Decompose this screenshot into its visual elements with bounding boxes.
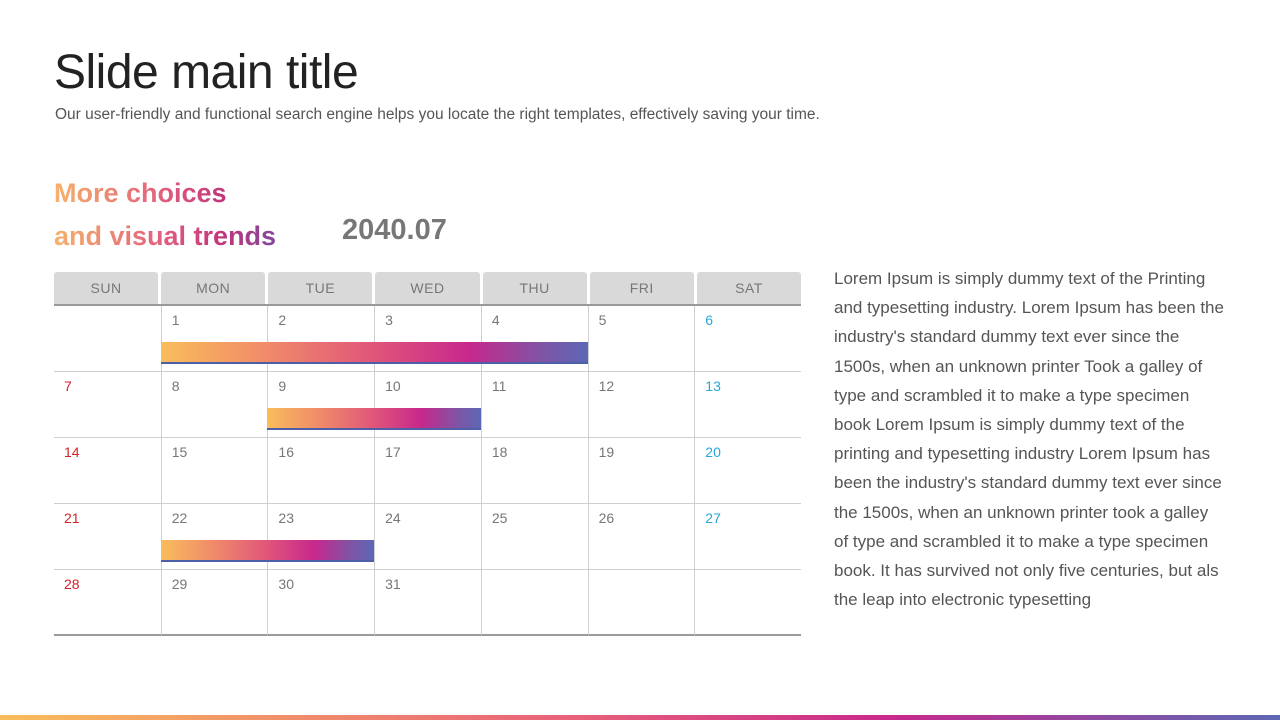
- day-number: 20: [705, 444, 721, 460]
- calendar-day-cell[interactable]: 28: [54, 570, 161, 636]
- day-number: 18: [491, 444, 508, 460]
- calendar-day-cell[interactable]: 7: [54, 372, 161, 438]
- calendar-day-cell[interactable]: 2: [267, 306, 375, 372]
- day-number: 15: [171, 444, 188, 460]
- section-heading-line1: More choices: [54, 178, 227, 208]
- calendar-day-cell[interactable]: 15: [160, 438, 268, 504]
- calendar-day-cell[interactable]: 11: [480, 372, 588, 438]
- day-number: 14: [64, 444, 80, 460]
- calendar-day-cell[interactable]: 24: [374, 504, 481, 570]
- calendar-day-cell[interactable]: 1: [160, 306, 268, 372]
- section-heading-line2: and visual trends: [54, 221, 277, 251]
- calendar-day-cell[interactable]: 20: [694, 438, 801, 504]
- calendar-day-cell[interactable]: 30: [267, 570, 375, 636]
- day-number: 31: [385, 576, 401, 592]
- day-number: 24: [385, 510, 401, 526]
- day-number: 19: [598, 444, 615, 460]
- month-label: 2040.07: [342, 214, 447, 246]
- weekday-sat: SAT: [696, 272, 801, 304]
- calendar-day-cell[interactable]: 4: [480, 306, 588, 372]
- calendar-day-cell[interactable]: 31: [374, 570, 481, 636]
- calendar-day-cell[interactable]: 18: [480, 438, 588, 504]
- day-number: 13: [705, 378, 721, 394]
- calendar-day-cell[interactable]: 6: [694, 306, 801, 372]
- calendar-day-cell[interactable]: 27: [694, 504, 801, 570]
- calendar-day-cell[interactable]: 22: [160, 504, 268, 570]
- calendar: SUN MON TUE WED THU FRI SAT 1 2 3 4 5 6 7 8 9 10 11 12 13 1…: [54, 272, 801, 636]
- calendar-day-cell[interactable]: 3: [374, 306, 481, 372]
- day-number: 21: [64, 510, 80, 526]
- calendar-day-cell[interactable]: 10: [374, 372, 481, 438]
- day-number: 17: [385, 444, 401, 460]
- body-paragraph: Lorem Ipsum is simply dummy text of the …: [834, 269, 1224, 610]
- day-number: 16: [278, 444, 294, 460]
- calendar-day-cell[interactable]: 5: [587, 306, 695, 372]
- calendar-grid: 1 2 3 4 5 6 7 8 9 10 11 12 13 14 15 16 17 18 19 20 21 22 23 24 2…: [54, 306, 801, 636]
- calendar-day-cell[interactable]: [480, 570, 588, 636]
- day-number: 30: [278, 576, 294, 592]
- calendar-day-cell[interactable]: 25: [480, 504, 588, 570]
- day-number: 28: [64, 576, 80, 592]
- calendar-day-cell[interactable]: 17: [374, 438, 481, 504]
- calendar-day-cell[interactable]: 26: [587, 504, 695, 570]
- day-number: 8: [171, 378, 180, 394]
- day-number: 29: [171, 576, 188, 592]
- section-heading: More choices and visual trends: [54, 172, 294, 258]
- calendar-day-cell[interactable]: 14: [54, 438, 161, 504]
- event-bar[interactable]: [160, 540, 375, 562]
- calendar-day-cell[interactable]: [694, 570, 801, 636]
- calendar-day-cell[interactable]: 23: [267, 504, 375, 570]
- calendar-day-cell[interactable]: 9: [267, 372, 375, 438]
- day-number: 22: [171, 510, 188, 526]
- weekday-wed: WED: [375, 272, 480, 304]
- day-number: 2: [278, 312, 287, 328]
- weekday-mon: MON: [161, 272, 266, 304]
- day-number: 4: [491, 312, 500, 328]
- day-number: 6: [705, 312, 714, 328]
- day-number: 3: [385, 312, 393, 328]
- day-number: 26: [598, 510, 615, 526]
- calendar-day-cell[interactable]: 19: [587, 438, 695, 504]
- day-number: 10: [385, 378, 401, 394]
- weekday-tue: TUE: [268, 272, 373, 304]
- event-bar[interactable]: [267, 408, 481, 430]
- slide-subtitle: Our user-friendly and functional search …: [55, 106, 820, 123]
- day-number: 12: [598, 378, 615, 394]
- calendar-day-cell[interactable]: 21: [54, 504, 161, 570]
- weekday-sun: SUN: [54, 272, 159, 304]
- bottom-gradient-stripe: [0, 715, 1280, 720]
- slide-title: Slide main title: [54, 46, 359, 99]
- day-number: 7: [64, 378, 72, 394]
- calendar-day-cell[interactable]: 13: [694, 372, 801, 438]
- day-number: 23: [278, 510, 294, 526]
- calendar-day-cell[interactable]: 29: [160, 570, 268, 636]
- calendar-header: SUN MON TUE WED THU FRI SAT: [54, 272, 801, 306]
- day-number: 5: [598, 312, 607, 328]
- calendar-day-cell[interactable]: 12: [587, 372, 695, 438]
- day-number: 11: [491, 378, 507, 394]
- calendar-day-cell[interactable]: 16: [267, 438, 375, 504]
- event-bar[interactable]: [160, 342, 588, 364]
- calendar-day-cell[interactable]: [54, 306, 161, 372]
- day-number: 1: [171, 312, 180, 328]
- weekday-fri: FRI: [589, 272, 694, 304]
- calendar-day-cell[interactable]: 8: [160, 372, 268, 438]
- day-number: 27: [705, 510, 721, 526]
- day-number: 25: [491, 510, 508, 526]
- weekday-thu: THU: [482, 272, 587, 304]
- calendar-day-cell[interactable]: [587, 570, 695, 636]
- day-number: 9: [278, 378, 287, 394]
